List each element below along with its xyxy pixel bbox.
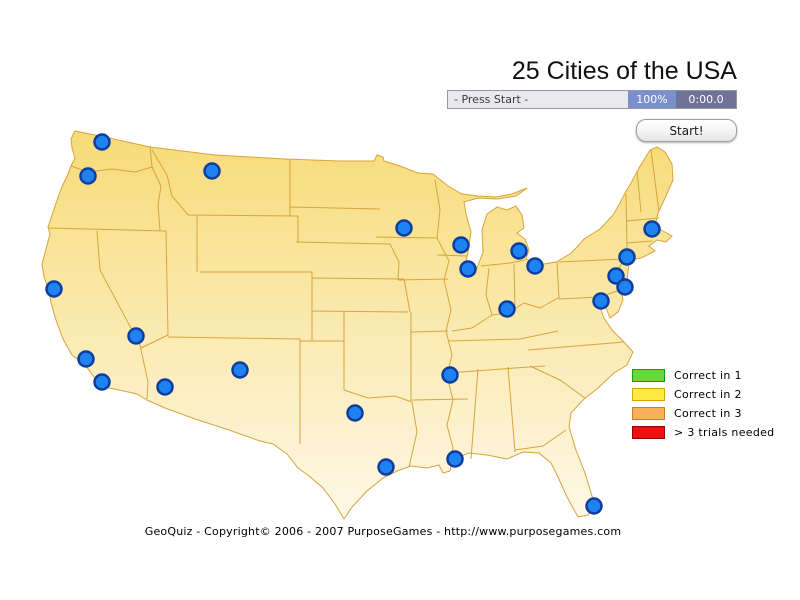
city-dot[interactable] <box>156 378 174 396</box>
city-dot[interactable] <box>618 248 636 266</box>
city-dot[interactable] <box>452 236 470 254</box>
legend-label: Correct in 2 <box>674 388 742 401</box>
city-dot[interactable] <box>77 350 95 368</box>
city-dot[interactable] <box>45 280 63 298</box>
city-dot[interactable] <box>510 242 528 260</box>
status-message: - Press Start - <box>454 93 529 106</box>
legend-label: Correct in 1 <box>674 369 742 382</box>
legend-swatch <box>632 407 665 420</box>
city-dot[interactable] <box>616 278 634 296</box>
city-dot[interactable] <box>607 267 625 285</box>
legend: Correct in 1 Correct in 2 Correct in 3 > 3 … <box>632 368 774 444</box>
legend-item: Correct in 1 <box>632 368 774 383</box>
legend-swatch <box>632 426 665 439</box>
legend-label: > 3 trials needed <box>674 426 775 439</box>
timer-display: 0:00.0 <box>676 91 736 108</box>
page-title: 25 Cities of the USA <box>511 57 737 85</box>
city-dot[interactable] <box>498 300 516 318</box>
city-dot[interactable] <box>79 167 97 185</box>
legend-item: > 3 trials needed <box>632 425 774 440</box>
legend-item: Correct in 3 <box>632 406 774 421</box>
city-dot[interactable] <box>446 450 464 468</box>
start-button[interactable]: Start! <box>636 119 737 142</box>
legend-item: Correct in 2 <box>632 387 774 402</box>
city-dot[interactable] <box>585 497 603 515</box>
legend-label: Correct in 3 <box>674 407 742 420</box>
usa-outline[interactable] <box>41 130 674 520</box>
city-dot[interactable] <box>93 373 111 391</box>
status-bar: - Press Start - 100% 0:00.0 <box>447 90 737 109</box>
legend-swatch <box>632 369 665 382</box>
copyright-text: GeoQuiz - Copyright© 2006 - 2007 Purpose… <box>144 525 622 538</box>
city-dot[interactable] <box>592 292 610 310</box>
city-dot[interactable] <box>377 458 395 476</box>
city-dot[interactable] <box>441 366 459 384</box>
city-dots-layer <box>45 133 661 515</box>
city-dot[interactable] <box>526 257 544 275</box>
city-dot[interactable] <box>231 361 249 379</box>
progress-percent: 100% <box>628 91 676 108</box>
city-dot[interactable] <box>93 133 111 151</box>
city-dot[interactable] <box>395 219 413 237</box>
legend-swatch <box>632 388 665 401</box>
city-dot[interactable] <box>203 162 221 180</box>
city-dot[interactable] <box>346 404 364 422</box>
city-dot[interactable] <box>127 327 145 345</box>
city-dot[interactable] <box>643 220 661 238</box>
city-dot[interactable] <box>459 260 477 278</box>
